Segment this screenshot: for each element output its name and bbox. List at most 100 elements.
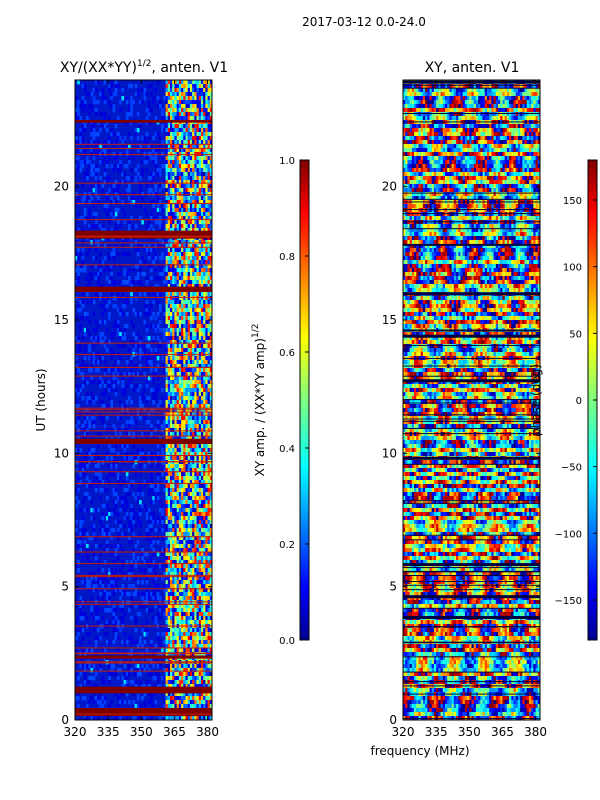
amplitude-heatmap-cell	[198, 548, 202, 553]
amplitude-heatmap-cell	[181, 292, 184, 297]
amplitude-heatmap-cell	[132, 520, 136, 525]
amplitude-heatmap-cell	[209, 192, 212, 197]
amplitude-heatmap-cell	[185, 280, 189, 285]
amplitude-heatmap-cell	[192, 552, 195, 557]
amplitude-heatmap-cell	[178, 132, 182, 137]
amplitude-heatmap-cell	[79, 104, 83, 109]
amplitude-heatmap-cell	[86, 144, 89, 149]
amplitude-heatmap-cell	[198, 492, 202, 497]
amplitude-heatmap-cell	[194, 272, 197, 277]
amplitude-heatmap-cell	[183, 464, 186, 469]
amplitude-heatmap-cell	[178, 608, 182, 613]
amplitude-heatmap-cell	[119, 588, 122, 593]
amplitude-heatmap-cell	[116, 544, 120, 549]
amplitude-heatmap-cell	[205, 464, 208, 469]
amplitude-heatmap-cell	[83, 348, 87, 353]
amplitude-heatmap-cell	[181, 340, 184, 345]
amplitude-heatmap-cell	[158, 400, 162, 405]
amplitude-heatmap-cell	[185, 184, 189, 189]
amplitude-heatmap-cell	[103, 96, 107, 101]
amplitude-heatmap-cell	[183, 432, 186, 437]
amplitude-heatmap-cell	[196, 344, 200, 349]
amplitude-heatmap-cell	[156, 80, 160, 85]
amplitude-heatmap-cell	[154, 368, 158, 373]
amplitude-heatmap-cell	[172, 212, 175, 217]
amplitude-heatmap-cell	[181, 144, 184, 149]
amplitude-heatmap-cell	[178, 580, 182, 585]
amplitude-heatmap-cell	[189, 400, 193, 405]
amplitude-heatmap-cell	[145, 344, 149, 349]
amplitude-heatmap-cell	[209, 84, 212, 89]
amplitude-heatmap-cell	[139, 500, 142, 505]
amplitude-heatmap-cell	[152, 548, 155, 553]
amplitude-heatmap-cell	[205, 208, 208, 213]
amplitude-heatmap-cell	[156, 96, 160, 101]
amplitude-heatmap-cell	[192, 512, 195, 517]
amplitude-heatmap-cell	[176, 616, 180, 621]
amplitude-heatmap-cell	[165, 608, 169, 613]
amplitude-heatmap-cell	[92, 552, 96, 557]
amplitude-heatmap-cell	[75, 604, 78, 609]
amplitude-heatmap-cell	[147, 532, 151, 537]
amplitude-heatmap-cell	[99, 268, 102, 273]
amplitude-heatmap-cell	[150, 456, 153, 461]
amplitude-heatmap-cell	[103, 112, 107, 117]
amplitude-heatmap-cell	[174, 84, 178, 89]
amplitude-heatmap-cell	[99, 144, 102, 149]
amplitude-heatmap-cell	[198, 360, 202, 365]
amplitude-heatmap-cell	[178, 304, 182, 309]
amplitude-heatmap-cell	[187, 540, 191, 545]
amplitude-heatmap-cell	[101, 312, 105, 317]
amplitude-heatmap-cell	[203, 208, 206, 213]
amplitude-heatmap-cell	[176, 168, 180, 173]
amplitude-heatmap-cell	[79, 388, 83, 393]
amplitude-heatmap-cell	[209, 556, 212, 561]
amplitude-heatmap-cell	[196, 436, 200, 441]
amplitude-heatmap-cell	[170, 556, 173, 561]
amplitude-heatmap-cell	[185, 544, 189, 549]
amplitude-heatmap-cell	[88, 584, 91, 589]
amplitude-heatmap-cell	[196, 180, 200, 185]
amplitude-heatmap-cell	[187, 380, 191, 385]
amplitude-heatmap-cell	[147, 524, 151, 529]
amplitude-heatmap-cell	[183, 372, 186, 377]
amplitude-heatmap-cell	[192, 620, 195, 625]
amplitude-heatmap-cell	[128, 196, 131, 201]
amplitude-heatmap-cell	[88, 284, 91, 289]
amplitude-heatmap-cell	[187, 284, 191, 289]
amplitude-heatmap-cell	[167, 620, 171, 625]
amplitude-heatmap-cell	[163, 364, 166, 369]
amplitude-heatmap-cell	[209, 608, 212, 613]
amplitude-heatmap-cell	[185, 592, 189, 597]
amplitude-heatmap-cell	[170, 640, 173, 645]
amplitude-heatmap-cell	[192, 464, 195, 469]
amplitude-heatmap-cell	[203, 200, 206, 205]
amplitude-heatmap-cell	[141, 168, 144, 173]
amplitude-heatmap-cell	[156, 476, 160, 481]
amplitude-heatmap-cell	[181, 112, 184, 117]
amplitude-heatmap-cell	[176, 540, 180, 545]
amplitude-heatmap-cell	[205, 148, 208, 153]
amplitude-heatmap-cell	[77, 308, 80, 313]
amplitude-heatmap-cell	[209, 644, 212, 649]
amplitude-heatmap-cell	[154, 564, 158, 569]
amplitude-heatmap-cell	[176, 492, 180, 497]
amplitude-heatmap-cell	[90, 240, 94, 245]
amplitude-heatmap-cell	[187, 444, 191, 449]
amplitude-heatmap-cell	[187, 360, 191, 365]
amplitude-heatmap-cell	[110, 196, 113, 201]
amplitude-heatmap-cell	[121, 312, 125, 317]
amplitude-heatmap-cell	[121, 620, 125, 625]
amplitude-heatmap-cell	[134, 92, 138, 97]
amplitude-heatmap-cell	[189, 424, 193, 429]
amplitude-heatmap-cell	[187, 628, 191, 633]
amplitude-heatmap-cell	[128, 112, 131, 117]
amplitude-heatmap-cell	[192, 416, 195, 421]
amplitude-heatmap-cell	[187, 588, 191, 593]
amplitude-heatmap-cell	[178, 536, 182, 541]
amplitude-heatmap-cell	[83, 104, 87, 109]
amplitude-heatmap-cell	[185, 380, 189, 385]
amplitude-heatmap-cell	[176, 432, 180, 437]
amplitude-heatmap-cell	[209, 576, 212, 581]
amplitude-heatmap-cell	[145, 108, 149, 113]
